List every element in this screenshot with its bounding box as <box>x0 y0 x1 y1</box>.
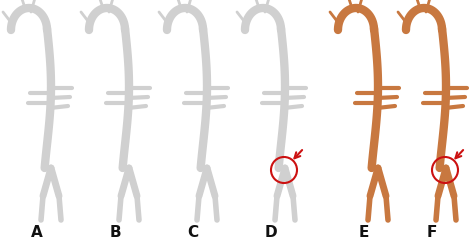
Text: A: A <box>31 225 43 240</box>
Text: B: B <box>109 225 121 240</box>
Text: D: D <box>264 225 277 240</box>
Text: F: F <box>427 225 437 240</box>
Text: E: E <box>359 225 369 240</box>
Text: C: C <box>187 225 199 240</box>
